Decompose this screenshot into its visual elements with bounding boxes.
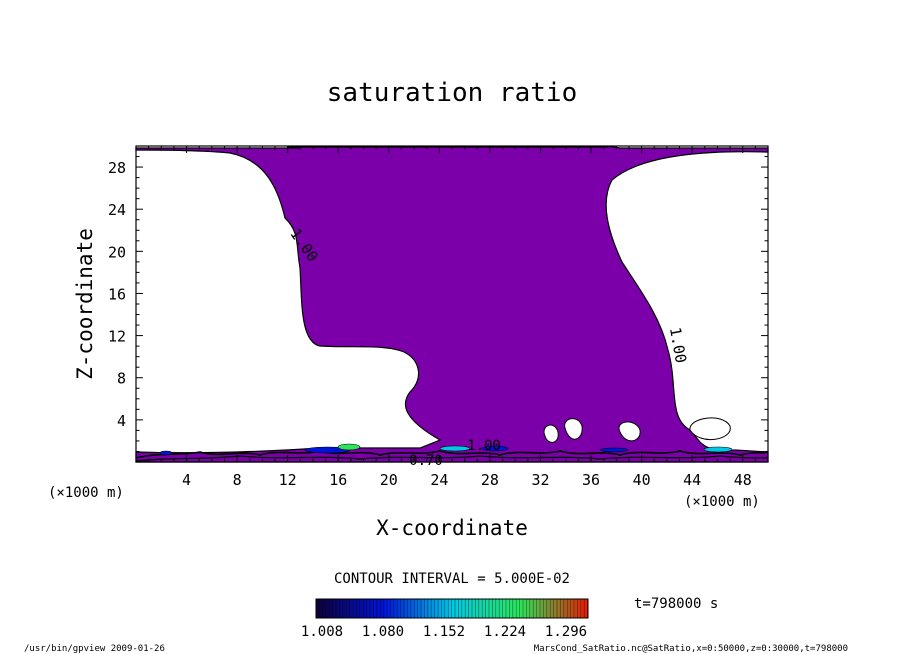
hole-shape-2	[564, 418, 583, 440]
colorbar-tick-label: 1.296	[545, 624, 587, 640]
x-tick-label: 24	[430, 471, 448, 489]
y-axis-label: Z-coordinate	[73, 228, 97, 380]
contour-interval: CONTOUR INTERVAL = 5.000E-02	[334, 571, 570, 587]
colorbar-tick-label: 1.008	[301, 624, 343, 640]
x-tick-label: 44	[683, 471, 701, 489]
x-axis-label: X-coordinate	[376, 516, 528, 540]
x-tick-label: 8	[233, 471, 242, 489]
y-tick-label: 16	[108, 285, 126, 303]
x-tick-label: 12	[279, 471, 297, 489]
saturation-region	[135, 146, 769, 463]
hole-shape-3	[618, 421, 641, 442]
y-unit-label: (×1000 m)	[48, 485, 124, 501]
x-tick-label: 40	[633, 471, 651, 489]
time-label: t=798000 s	[634, 596, 718, 612]
contour-label-right: 1.00	[666, 326, 690, 365]
x-tick-label: 28	[481, 471, 499, 489]
colorbar-tick-label: 1.152	[423, 624, 465, 640]
x-tick-label: 32	[531, 471, 549, 489]
supersaturation-blob-2	[337, 443, 361, 451]
x-tick-label: 16	[329, 471, 347, 489]
surface-contour-line	[135, 450, 769, 459]
x-tick-label: 4	[182, 471, 191, 489]
contour-label-low: 0.70	[409, 453, 443, 469]
y-tick-label: 20	[108, 243, 126, 261]
footer-right: MarsCond_SatRatio.nc@SatRatio,x=0:50000,…	[534, 644, 848, 654]
footer-left: /usr/bin/gpview 2009-01-26	[24, 644, 165, 654]
x-tick-label: 48	[734, 471, 752, 489]
y-tick-label: 24	[108, 201, 126, 219]
chart-title: saturation ratio	[327, 78, 577, 108]
hole-shape-1	[543, 424, 559, 443]
colorbar-tick-label: 1.080	[362, 624, 404, 640]
y-tick-label: 12	[108, 328, 126, 346]
supersaturation-blob-7	[159, 450, 173, 456]
x-tick-label: 20	[380, 471, 398, 489]
contour-label-bottom: 1.00	[467, 438, 501, 454]
surface-contour-line-2	[135, 455, 769, 462]
colorbar-tick-label: 1.224	[484, 624, 526, 640]
supersaturation-blob-6	[703, 446, 733, 453]
supersaturation-blob-3	[439, 445, 471, 452]
hole-shape-4	[689, 417, 731, 441]
x-unit-label: (×1000 m)	[684, 494, 760, 510]
supersaturation-blob-5	[599, 447, 629, 453]
x-tick-label: 36	[582, 471, 600, 489]
y-tick-label: 8	[117, 370, 126, 388]
y-tick-label: 4	[117, 412, 126, 430]
supersaturation-blob-4	[481, 445, 509, 452]
y-tick-label: 28	[108, 159, 126, 177]
colorbar	[315, 598, 589, 619]
